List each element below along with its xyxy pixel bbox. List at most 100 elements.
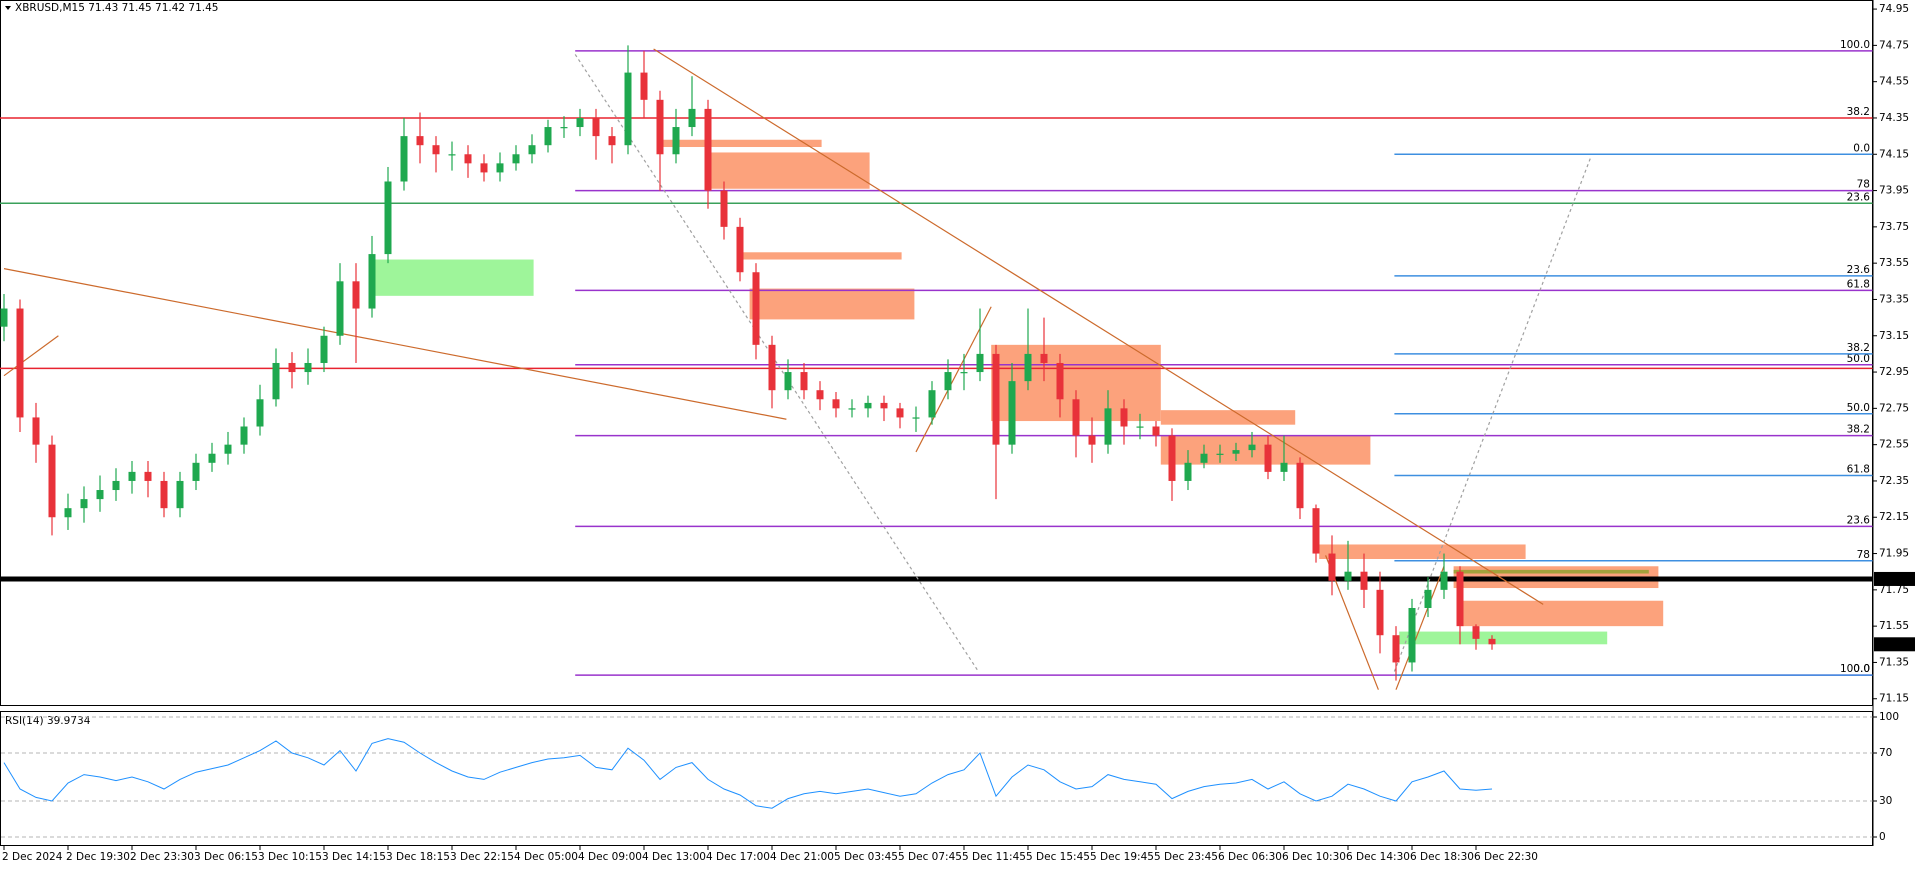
candle-body	[864, 402, 872, 409]
x-tick-label: 4 Dec 13:00	[642, 851, 706, 863]
candle-body	[912, 417, 920, 419]
trendline	[1395, 566, 1445, 690]
x-tick-label: 6 Dec 18:30	[1410, 851, 1474, 863]
candle-body	[144, 471, 152, 481]
level-label: 23.6	[1847, 191, 1871, 203]
candle-body	[288, 362, 296, 373]
zone	[658, 139, 822, 148]
candle-body	[1488, 638, 1496, 645]
x-tick-label: 6 Dec 06:30	[1218, 851, 1282, 863]
candle-body	[832, 399, 840, 409]
chart-title: XBRUSD,M15 71.43 71.45 71.42 71.45	[15, 2, 218, 14]
candle-body	[768, 344, 776, 391]
candle-body	[928, 390, 936, 418]
candle-body	[1360, 571, 1368, 590]
candle-body	[1136, 426, 1144, 428]
fib-label: 0.0	[1853, 663, 1870, 675]
trendline	[915, 306, 992, 453]
candle-body	[960, 372, 968, 374]
x-tick-label: 4 Dec 17:00	[706, 851, 770, 863]
x-tick-label: 4 Dec 05:00	[514, 851, 578, 863]
candle-body	[80, 499, 88, 509]
y-tick-label: 0	[1879, 831, 1886, 843]
y-tick-label: 71.75	[1879, 584, 1909, 596]
candle-body	[896, 408, 904, 418]
zone	[1453, 569, 1649, 574]
candle-body	[224, 444, 232, 454]
y-tick-label: 74.75	[1879, 39, 1909, 51]
zone	[372, 259, 534, 296]
candle-body	[352, 281, 360, 309]
x-tick-label: 4 Dec 09:00	[578, 851, 642, 863]
candle-body	[336, 281, 344, 336]
x-tick-label: 3 Dec 18:15	[386, 851, 450, 863]
y-tick-label: 30	[1879, 795, 1892, 807]
candle-body	[1104, 408, 1112, 445]
candle-body	[1184, 462, 1192, 481]
candle-body	[64, 508, 72, 518]
candle-body	[704, 108, 712, 191]
y-tick-label: 74.95	[1879, 3, 1909, 15]
rsi-line	[3, 738, 1493, 809]
candle-body	[1328, 553, 1336, 581]
x-tick-label: 6 Dec 22:30	[1474, 851, 1538, 863]
candle-body	[1344, 571, 1352, 581]
candle-body	[592, 117, 600, 137]
candle-body	[1168, 435, 1176, 481]
fib-label: 78	[1857, 549, 1870, 561]
x-tick-label: 3 Dec 06:15	[194, 851, 258, 863]
candle-body	[528, 145, 536, 155]
fib-label: 23.6	[1847, 264, 1871, 276]
y-tick-label: 70	[1879, 747, 1892, 759]
candle-body	[1120, 408, 1128, 427]
candle-body	[1408, 607, 1416, 663]
candle-body	[784, 372, 792, 391]
fib-label: 61.8	[1847, 464, 1870, 476]
x-tick-label: 2 Dec 2024	[2, 851, 63, 863]
candle-body	[368, 254, 376, 309]
candle-body	[640, 72, 648, 100]
y-tick-label: 74.55	[1879, 76, 1909, 88]
fib-label: 100.0	[1840, 39, 1870, 51]
zone	[1399, 631, 1608, 645]
candle-body	[1440, 571, 1448, 590]
candle-body	[1232, 450, 1240, 454]
menu-arrow[interactable]	[5, 6, 11, 10]
candle-body	[192, 462, 200, 481]
candle-body	[1216, 453, 1224, 455]
trendline	[653, 48, 1544, 605]
candle-body	[432, 145, 440, 155]
fib-label: 0.0	[1853, 142, 1870, 154]
candle-body	[48, 444, 56, 518]
candle-body	[976, 353, 984, 373]
rsi-title: RSI(14) 39.9734	[5, 715, 91, 727]
candle-body	[512, 154, 520, 164]
last-price-label: 71.45	[1877, 639, 1907, 651]
candle-body	[800, 372, 808, 391]
x-tick-label: 2 Dec 23:30	[130, 851, 194, 863]
x-tick-label: 5 Dec 15:45	[1026, 851, 1090, 863]
trendline	[1393, 155, 1592, 672]
zone	[708, 152, 870, 189]
candle-body	[608, 136, 616, 146]
candle-body	[576, 117, 584, 128]
candle-body	[416, 136, 424, 146]
x-tick-label: 2 Dec 19:30	[66, 851, 130, 863]
candle-body	[176, 480, 184, 509]
candle-body	[1152, 426, 1160, 436]
fib-label: 38.2	[1847, 424, 1870, 436]
candle-body	[560, 127, 568, 129]
candle-body	[464, 154, 472, 164]
x-tick-label: 5 Dec 19:45	[1090, 851, 1154, 863]
x-tick-label: 5 Dec 23:45	[1154, 851, 1218, 863]
price-box-label: 71.81	[1877, 573, 1907, 585]
candle-body	[384, 181, 392, 255]
candle-body	[208, 453, 216, 463]
candle-body	[1296, 462, 1304, 509]
candle-body	[1424, 589, 1432, 608]
fib-label: 100.0	[1840, 663, 1870, 675]
x-tick-label: 5 Dec 11:45	[962, 851, 1026, 863]
y-tick-label: 72.15	[1879, 511, 1909, 523]
fib-label: 78	[1857, 179, 1870, 191]
